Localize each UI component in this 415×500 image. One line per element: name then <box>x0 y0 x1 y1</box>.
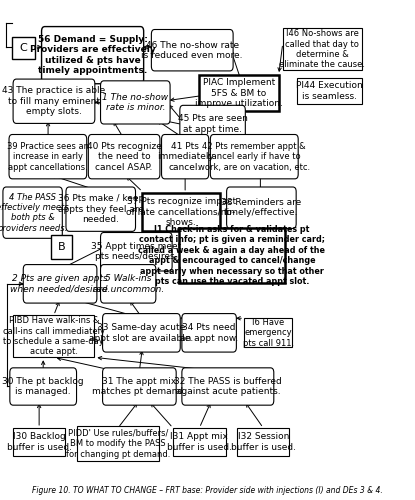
Bar <box>244 318 292 348</box>
Bar <box>283 28 362 70</box>
Text: 42 Pts remember appt &
cancel early if have to
work, are on vacation, etc.: 42 Pts remember appt & cancel early if h… <box>198 142 310 172</box>
FancyBboxPatch shape <box>161 134 209 179</box>
Text: 43 The practice is able
to fill many eminent
empty slots.: 43 The practice is able to fill many emi… <box>2 86 105 116</box>
Text: C: C <box>20 43 27 53</box>
Text: I46 No-shows are
called that day to
determine &
eliminate the cause.: I46 No-shows are called that day to dete… <box>279 29 365 70</box>
Text: I6 Have
emergency
pts call 911.: I6 Have emergency pts call 911. <box>242 318 294 348</box>
FancyBboxPatch shape <box>210 134 298 179</box>
Text: PI44 Execution
is seamless.: PI44 Execution is seamless. <box>296 82 363 100</box>
Text: 31 The appt mix
matches pt demand.: 31 The appt mix matches pt demand. <box>93 377 186 396</box>
Text: 32 The PASS is buffered
against acute patients.: 32 The PASS is buffered against acute pa… <box>174 377 282 396</box>
Text: 41 Pts
immediately
cancel.: 41 Pts immediately cancel. <box>157 142 214 172</box>
Bar <box>297 78 362 104</box>
FancyBboxPatch shape <box>66 187 136 232</box>
FancyBboxPatch shape <box>10 368 76 405</box>
Bar <box>12 37 35 59</box>
Text: Figure 10. TO WHAT TO CHANGE – FRT base: Provider side with injections (I) and D: Figure 10. TO WHAT TO CHANGE – FRT base:… <box>32 486 383 495</box>
FancyBboxPatch shape <box>88 134 160 179</box>
Text: 40 Pts recognize
the need to
cancel ASAP.: 40 Pts recognize the need to cancel ASAP… <box>87 142 161 172</box>
Bar <box>179 228 285 283</box>
Text: 39 Practice sees an
increase in early
appt cancellations.: 39 Practice sees an increase in early ap… <box>7 142 89 172</box>
Text: 1 The no-show
rate is minor.: 1 The no-show rate is minor. <box>102 92 168 112</box>
Text: 35 Appt times meet
pts needs/desires.: 35 Appt times meet pts needs/desires. <box>91 242 181 262</box>
FancyBboxPatch shape <box>103 368 176 405</box>
Bar <box>13 316 95 358</box>
FancyBboxPatch shape <box>103 314 180 352</box>
Text: PIBD Have walk-ins &
call-ins call immediately
to schedule a same-day
acute appt: PIBD Have walk-ins & call-ins call immed… <box>3 316 105 356</box>
FancyBboxPatch shape <box>151 30 233 71</box>
Bar <box>199 75 279 111</box>
Bar <box>237 428 289 456</box>
Text: I31 Appt mix
buffer is used.: I31 Appt mix buffer is used. <box>167 432 232 452</box>
Bar <box>77 426 159 461</box>
Text: I32 Session
buffer is used.: I32 Session buffer is used. <box>231 432 296 452</box>
Text: I30 Backlog
buffer is used.: I30 Backlog buffer is used. <box>7 432 72 452</box>
FancyBboxPatch shape <box>100 81 170 124</box>
FancyBboxPatch shape <box>100 264 156 303</box>
Text: I1 Check-in asks for & validates pt
contact info; pt is given a reminder card;
c: I1 Check-in asks for & validates pt cont… <box>138 225 325 286</box>
FancyBboxPatch shape <box>182 368 274 405</box>
Text: 45 Pts are seen
at appt time.: 45 Pts are seen at appt time. <box>178 114 247 134</box>
Text: 37 Pts recognize impact
of late cancellations/no-
shows.: 37 Pts recognize impact of late cancella… <box>127 197 236 226</box>
Text: 2 Pts are given appts
when needed/desired.: 2 Pts are given appts when needed/desire… <box>10 274 110 293</box>
Text: 38 Reminders are
timely/effective.: 38 Reminders are timely/effective. <box>221 198 302 218</box>
Text: 36 Pts make / keep
appts they feel are
needed.: 36 Pts make / keep appts they feel are n… <box>58 194 144 224</box>
FancyBboxPatch shape <box>13 79 95 124</box>
Bar <box>13 428 65 456</box>
FancyBboxPatch shape <box>227 187 296 228</box>
FancyBboxPatch shape <box>180 106 245 142</box>
Text: 30 The pt backlog
is managed.: 30 The pt backlog is managed. <box>2 377 84 396</box>
Bar <box>173 428 226 456</box>
Bar <box>51 236 72 259</box>
Text: 46 The no-show rate
is reduced even more.: 46 The no-show rate is reduced even more… <box>142 40 243 60</box>
Text: B: B <box>58 242 65 252</box>
FancyBboxPatch shape <box>100 232 172 271</box>
Text: 5 Walk-ins
are uncommon.: 5 Walk-ins are uncommon. <box>93 274 164 293</box>
Text: PIDD' Use rules/buffers/
BM to modify the PASS
for changing pt demand.: PIDD' Use rules/buffers/ BM to modify th… <box>66 429 170 458</box>
Text: 56 Demand = Supply:
Providers are effectively
utilized & pts have
timely appoint: 56 Demand = Supply: Providers are effect… <box>30 35 156 76</box>
Text: 4 The PASS
effectively meets
both pts &
providers needs.: 4 The PASS effectively meets both pts & … <box>0 192 69 233</box>
Text: 33 Same-day acute
appt slot are available.: 33 Same-day acute appt slot are availabl… <box>89 323 193 342</box>
Text: PIAC Implement
5FS & BM to
improve utilization.: PIAC Implement 5FS & BM to improve utili… <box>195 78 283 108</box>
FancyBboxPatch shape <box>182 314 237 352</box>
FancyBboxPatch shape <box>42 26 144 84</box>
Text: 34 Pts need
an appt now.: 34 Pts need an appt now. <box>180 323 238 342</box>
FancyBboxPatch shape <box>23 264 97 303</box>
FancyBboxPatch shape <box>9 134 87 179</box>
FancyBboxPatch shape <box>3 187 62 238</box>
Bar <box>142 193 220 231</box>
